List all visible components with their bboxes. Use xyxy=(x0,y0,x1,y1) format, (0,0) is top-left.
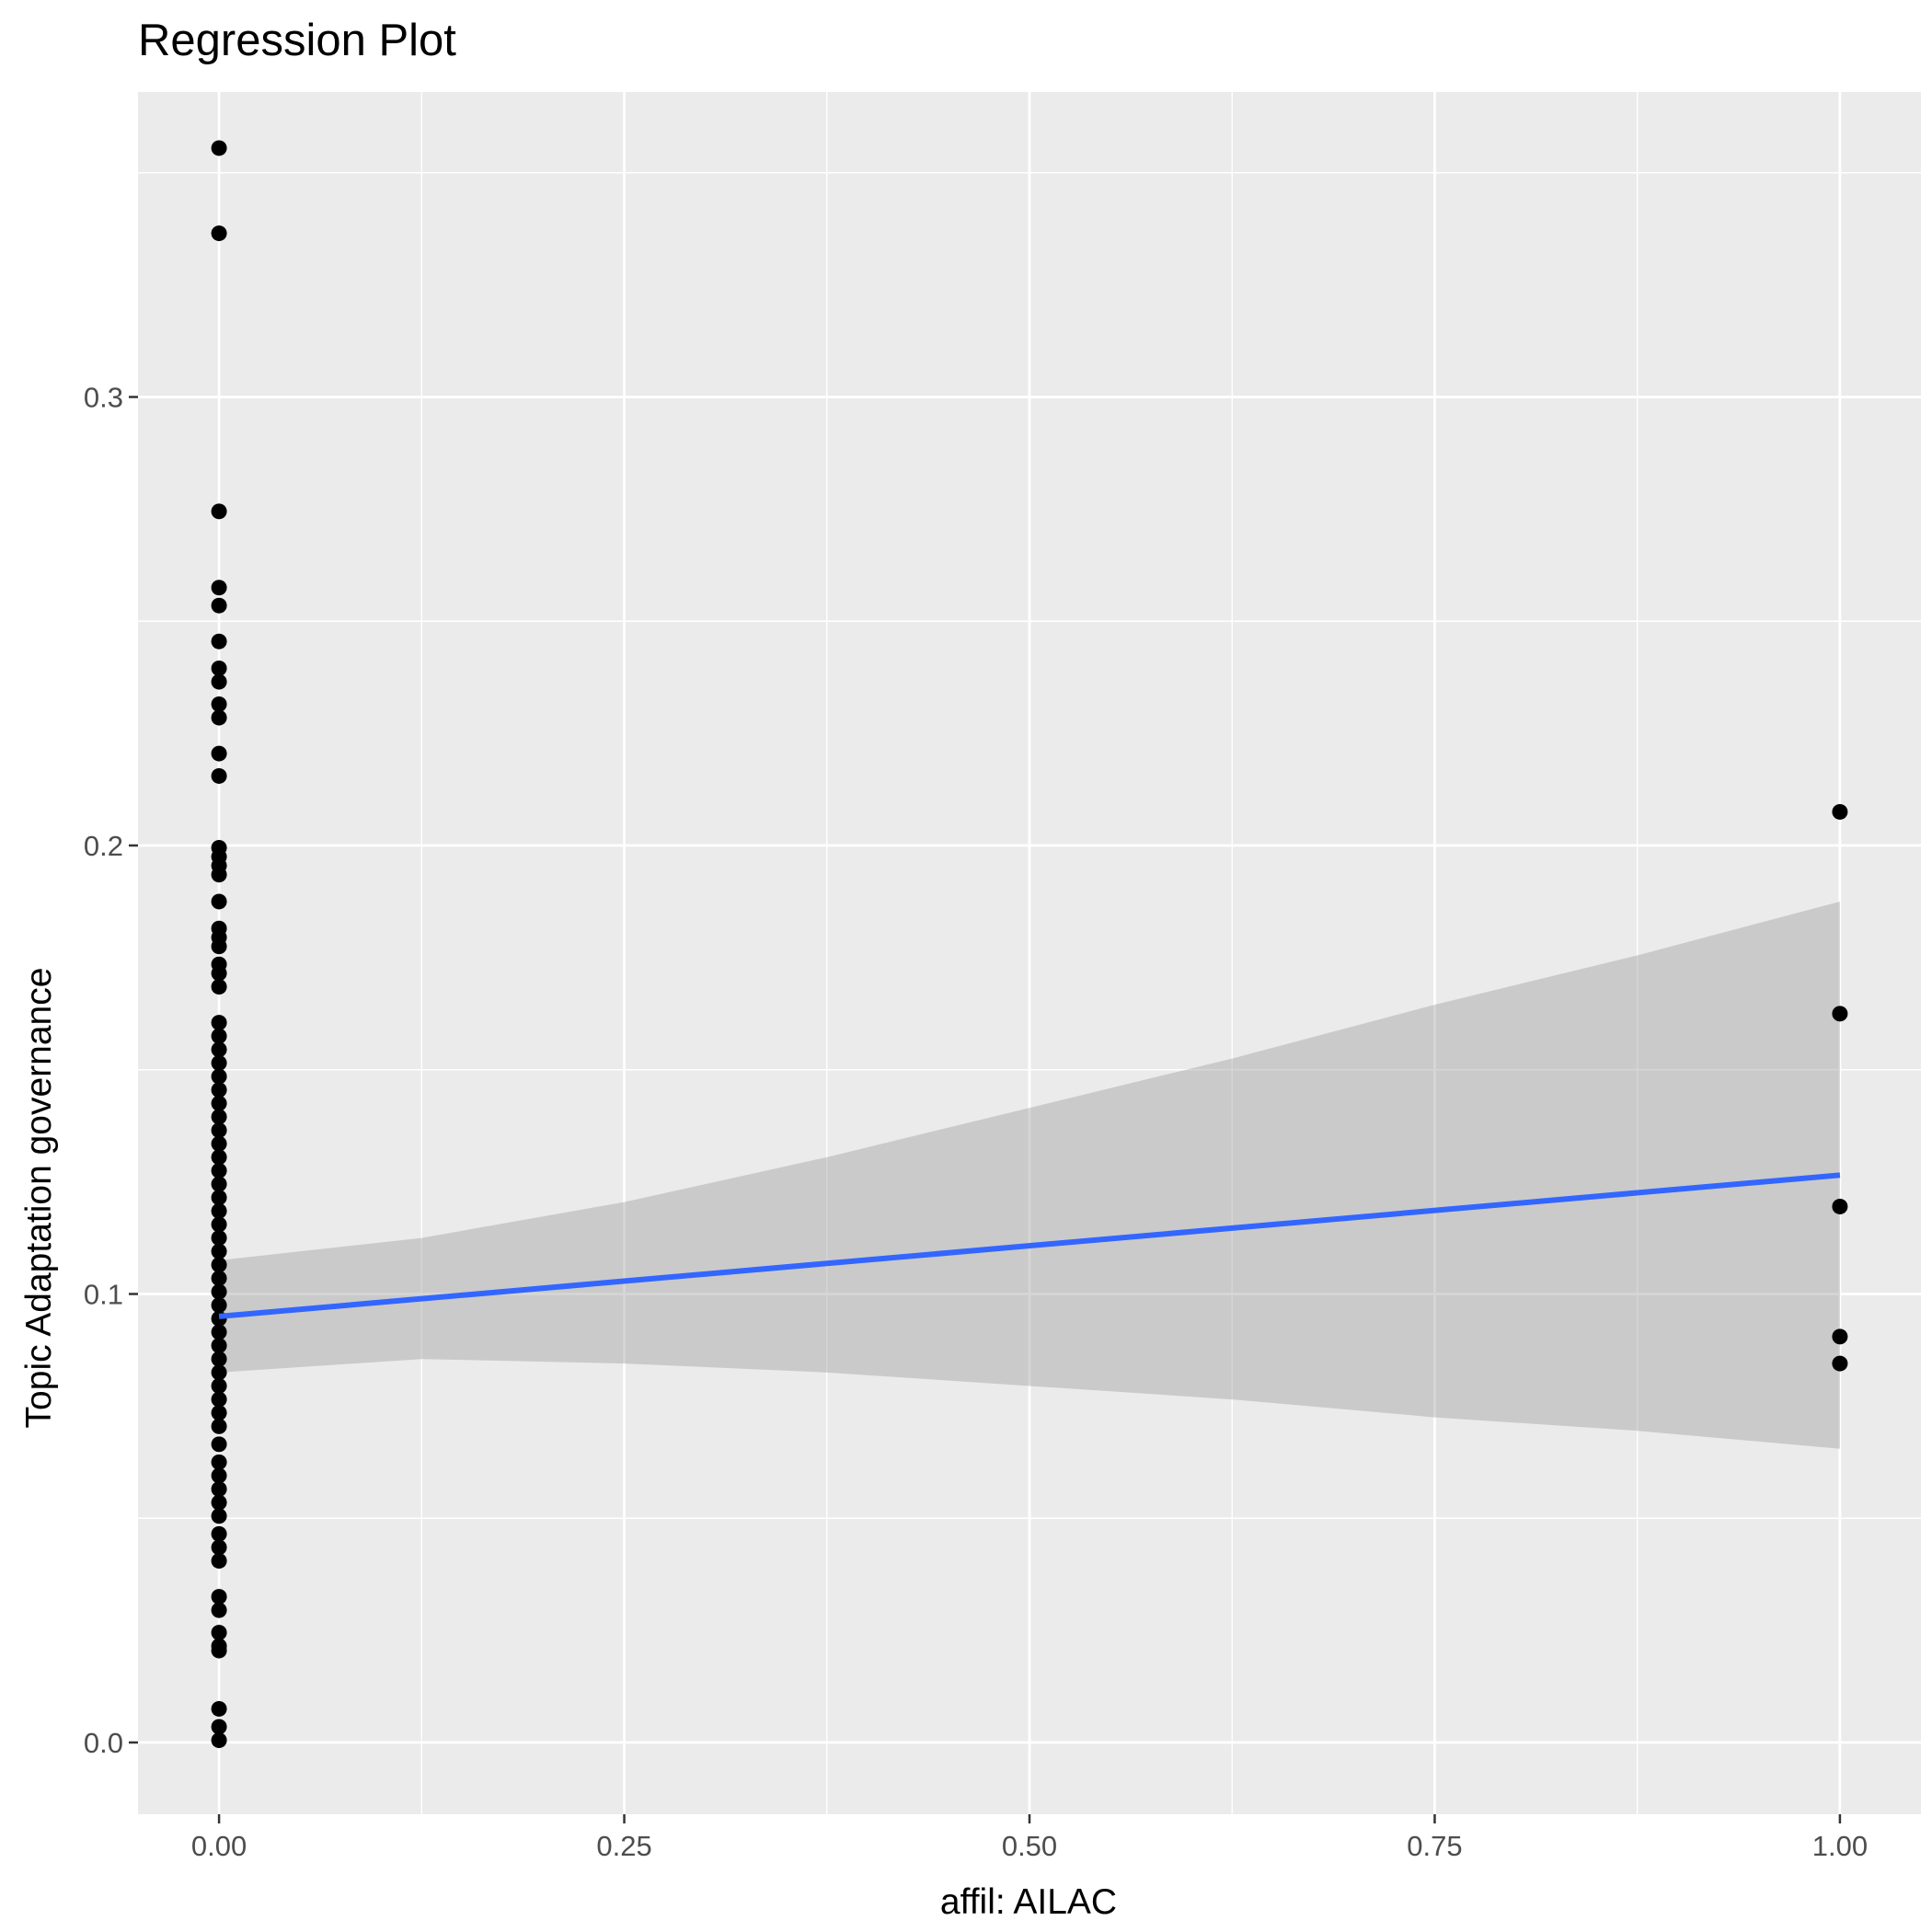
data-point xyxy=(211,1176,227,1192)
data-point xyxy=(211,1109,227,1125)
data-point xyxy=(211,1190,227,1206)
data-point xyxy=(211,1494,227,1511)
data-point xyxy=(211,1095,227,1111)
data-point xyxy=(211,1525,227,1542)
data-point xyxy=(211,1508,227,1524)
data-point xyxy=(211,1257,227,1273)
data-point xyxy=(211,1589,227,1605)
data-point xyxy=(211,893,227,910)
data-point xyxy=(211,1338,227,1354)
data-point xyxy=(211,1700,227,1717)
data-point xyxy=(211,673,227,690)
data-point xyxy=(1832,1006,1848,1022)
data-point xyxy=(211,1602,227,1618)
data-point xyxy=(211,1122,227,1139)
data-point xyxy=(211,696,227,712)
confidence-band xyxy=(219,901,1840,1449)
data-point xyxy=(211,1324,227,1340)
data-point xyxy=(211,660,227,676)
data-point xyxy=(211,1364,227,1381)
x-tick-label: 0.00 xyxy=(191,1830,247,1862)
data-point xyxy=(211,1467,227,1484)
data-point xyxy=(211,1732,227,1749)
data-point xyxy=(211,1377,227,1394)
y-tick-label: 0.2 xyxy=(84,830,123,862)
data-point xyxy=(211,1082,227,1098)
y-tick-label: 0.0 xyxy=(84,1727,123,1759)
y-tick-label: 0.3 xyxy=(84,382,123,414)
data-point xyxy=(211,1243,227,1259)
data-point xyxy=(1832,1198,1848,1214)
data-point xyxy=(211,1054,227,1071)
data-point xyxy=(211,597,227,614)
data-point xyxy=(211,1539,227,1556)
data-point xyxy=(211,1625,227,1641)
data-point xyxy=(211,1149,227,1166)
data-point xyxy=(211,1068,227,1085)
data-point xyxy=(1832,1355,1848,1372)
y-axis-title: Topic Adaptation governance xyxy=(19,968,59,1429)
data-point xyxy=(211,1436,227,1453)
data-point xyxy=(211,867,227,883)
data-point xyxy=(211,745,227,762)
x-tick-label: 0.50 xyxy=(1002,1830,1057,1862)
data-point xyxy=(211,1028,227,1044)
data-point xyxy=(211,1230,227,1247)
data-point xyxy=(1832,1328,1848,1345)
data-point xyxy=(211,709,227,726)
data-point xyxy=(211,1481,227,1498)
data-point xyxy=(211,1162,227,1179)
data-point xyxy=(211,1015,227,1031)
x-tick-label: 0.75 xyxy=(1407,1830,1462,1862)
x-tick-label: 0.25 xyxy=(596,1830,651,1862)
data-point xyxy=(211,1454,227,1470)
data-point xyxy=(211,965,227,982)
data-point xyxy=(211,503,227,520)
chart-title: Regression Plot xyxy=(138,16,456,65)
data-point xyxy=(211,1418,227,1434)
data-point xyxy=(211,1216,227,1233)
data-point xyxy=(211,1351,227,1367)
data-point xyxy=(211,633,227,650)
data-point xyxy=(211,140,227,156)
data-point xyxy=(211,1202,227,1219)
data-point xyxy=(211,1297,227,1314)
data-point xyxy=(211,580,227,596)
data-point xyxy=(211,1719,227,1735)
data-point xyxy=(211,938,227,955)
data-point xyxy=(211,1135,227,1152)
y-tick-label: 0.1 xyxy=(84,1279,123,1311)
data-point xyxy=(211,1553,227,1570)
data-point xyxy=(1832,803,1848,820)
x-axis-title: affil: AILAC xyxy=(940,1882,1117,1922)
plot-panel xyxy=(138,92,1921,1814)
data-point xyxy=(211,1270,227,1286)
data-point xyxy=(211,1642,227,1659)
x-tick-label: 1.00 xyxy=(1812,1830,1868,1862)
data-point xyxy=(211,225,227,242)
data-point xyxy=(211,1283,227,1300)
data-point xyxy=(211,767,227,784)
data-point xyxy=(211,1391,227,1408)
data-point xyxy=(211,1041,227,1058)
regression-line xyxy=(218,1172,1841,1319)
data-point xyxy=(211,979,227,995)
data-point xyxy=(211,1405,227,1421)
